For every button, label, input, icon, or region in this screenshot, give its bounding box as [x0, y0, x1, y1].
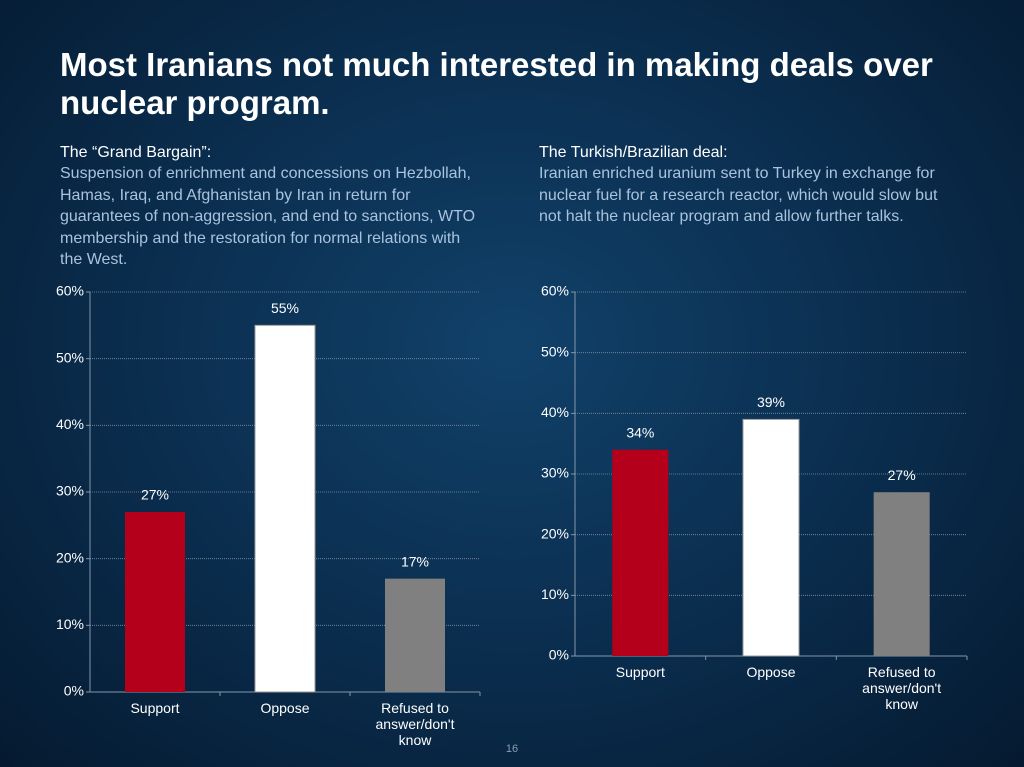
x-tick-label: Refused to answer/don't know	[375, 700, 455, 748]
chart-description: Suspension of enrichment and concessions…	[60, 165, 476, 268]
bar	[873, 492, 930, 656]
chart-subtitle: The Turkish/Brazilian deal:	[539, 144, 728, 161]
x-tick-label: Support	[130, 700, 180, 716]
x-tick-label: Oppose	[260, 700, 310, 716]
y-tick-label: 10%	[56, 616, 84, 632]
page-number: 16	[505, 743, 519, 755]
y-tick-label: 40%	[541, 404, 569, 420]
y-tick-label: 20%	[56, 549, 84, 565]
chart-description: Iranian enriched uranium sent to Turkey …	[539, 165, 938, 225]
value-label: 39%	[757, 394, 785, 410]
bar	[742, 418, 800, 657]
bar	[125, 512, 185, 692]
x-tick-label: Support	[615, 664, 665, 680]
value-label: 27%	[888, 467, 916, 483]
value-label: 34%	[626, 424, 654, 440]
x-tick-label: Refused to answer/don't know	[862, 664, 942, 712]
y-tick-label: 0%	[64, 683, 84, 699]
bar	[385, 578, 445, 692]
y-tick-label: 50%	[56, 349, 84, 365]
y-tick-label: 0%	[549, 647, 569, 663]
bar	[254, 324, 316, 693]
bar	[612, 449, 669, 656]
slide-title: Most Iranians not much interested in mak…	[60, 46, 933, 121]
y-tick-label: 10%	[541, 586, 569, 602]
y-tick-label: 50%	[541, 343, 569, 359]
value-label: 55%	[271, 300, 299, 316]
x-tick-label: Oppose	[746, 664, 796, 680]
y-tick-label: 20%	[541, 525, 569, 541]
y-tick-label: 30%	[541, 465, 569, 481]
y-tick-label: 60%	[541, 283, 569, 299]
y-tick-label: 60%	[56, 283, 84, 299]
chart-subtitle: The “Grand Bargain”:	[60, 144, 212, 161]
value-label: 27%	[141, 487, 169, 503]
y-tick-label: 40%	[56, 416, 84, 432]
value-label: 17%	[401, 553, 429, 569]
y-tick-label: 30%	[56, 483, 84, 499]
